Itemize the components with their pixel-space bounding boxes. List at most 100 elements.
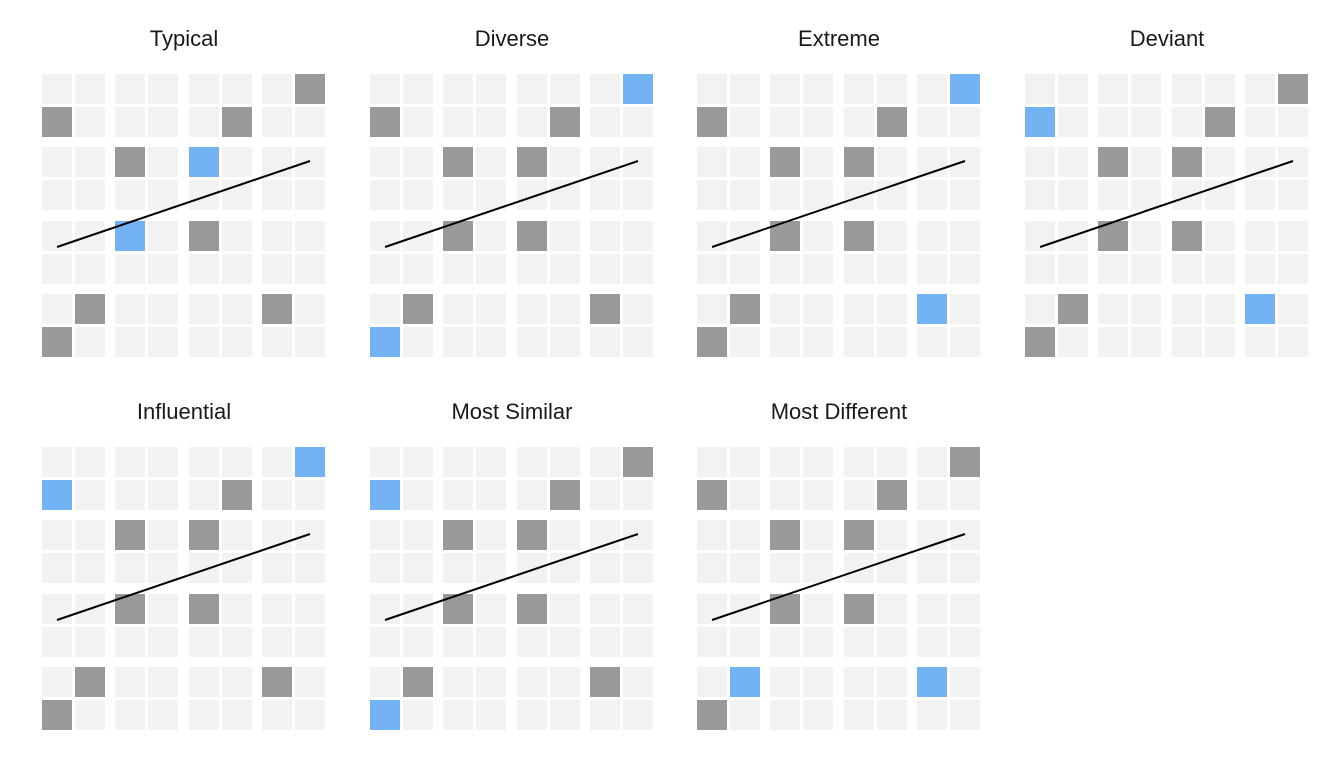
grid-cell [1172, 74, 1202, 104]
grid-cell [403, 74, 433, 104]
grid-cell [222, 594, 252, 624]
case-cell [1205, 107, 1235, 137]
grid-cell [42, 294, 72, 324]
grid-cell [730, 254, 760, 284]
panel-title: Most Similar [451, 399, 572, 424]
grid-cell [370, 254, 400, 284]
case-cell [42, 327, 72, 357]
grid-cell [877, 147, 907, 177]
grid-cell [590, 180, 620, 210]
case-cell [42, 700, 72, 730]
grid-cell [803, 107, 833, 137]
grid-cell [75, 553, 105, 583]
case-cell [697, 700, 727, 730]
grid-cell [844, 327, 874, 357]
grid-cell [877, 221, 907, 251]
grid-cell [803, 594, 833, 624]
grid-cell [42, 447, 72, 477]
grid-cell [1058, 327, 1088, 357]
grid-cell [590, 447, 620, 477]
grid-cell [476, 700, 506, 730]
grid-cell [295, 553, 325, 583]
case-cell [950, 447, 980, 477]
grid-cell [443, 254, 473, 284]
grid-cell [803, 700, 833, 730]
grid-cell [1172, 254, 1202, 284]
grid-cell [1098, 294, 1128, 324]
trend-line [56, 160, 311, 248]
grid-cell [730, 107, 760, 137]
grid-cell [877, 700, 907, 730]
grid-cell [730, 627, 760, 657]
grid-cell [697, 447, 727, 477]
highlighted-case-cell [370, 480, 400, 510]
case-cell [189, 221, 219, 251]
grid-cell [877, 627, 907, 657]
case-cell [844, 221, 874, 251]
highlighted-case-cell [623, 74, 653, 104]
grid-cell [403, 180, 433, 210]
case-cell [550, 107, 580, 137]
grid-cell [1098, 107, 1128, 137]
grid-cell [476, 221, 506, 251]
grid-cell [476, 447, 506, 477]
grid-cell [262, 447, 292, 477]
grid-cell [590, 74, 620, 104]
panel-title: Most Different [771, 399, 908, 424]
grid-cell [917, 594, 947, 624]
grid-cell [1172, 327, 1202, 357]
grid-cell [1025, 147, 1055, 177]
grid-cell [844, 447, 874, 477]
grid-cell [590, 627, 620, 657]
grid-cell [222, 627, 252, 657]
grid-cell [803, 627, 833, 657]
grid-cell [75, 520, 105, 550]
grid-cell [623, 327, 653, 357]
grid-cell [1245, 107, 1275, 137]
grid-cell [148, 294, 178, 324]
grid-cell [75, 700, 105, 730]
case-cell [403, 294, 433, 324]
grid-cell [770, 627, 800, 657]
trend-line [1039, 160, 1294, 248]
grid-cell [803, 447, 833, 477]
grid-cell [844, 480, 874, 510]
grid-cell [295, 594, 325, 624]
grid-cell [844, 74, 874, 104]
trend-line [384, 533, 639, 621]
grid-cell [148, 594, 178, 624]
grid-cell [148, 520, 178, 550]
panel-most-similar: Most Similar [370, 399, 653, 730]
highlighted-case-cell [1245, 294, 1275, 324]
grid-cell [189, 480, 219, 510]
grid-cell [115, 327, 145, 357]
grid-cell [550, 327, 580, 357]
panel-extreme: Extreme [697, 26, 980, 357]
panel-title: Extreme [798, 26, 880, 51]
grid-cell [917, 480, 947, 510]
grid-cell [262, 221, 292, 251]
panel-title: Deviant [1130, 26, 1205, 51]
grid-cell [476, 107, 506, 137]
grid-cell [1025, 294, 1055, 324]
case-cell [517, 221, 547, 251]
grid-cell [1025, 180, 1055, 210]
case-cell [1098, 147, 1128, 177]
grid-cell [295, 667, 325, 697]
grid-cell [295, 480, 325, 510]
grid-cell [1172, 180, 1202, 210]
grid-cell [730, 180, 760, 210]
grid-cell [1098, 327, 1128, 357]
grid-cell [877, 667, 907, 697]
case-cell [770, 147, 800, 177]
highlighted-case-cell [189, 147, 219, 177]
grid-cell [770, 553, 800, 583]
case-cell [844, 147, 874, 177]
grid-cell [295, 700, 325, 730]
grid-cell [877, 553, 907, 583]
grid-cell [770, 480, 800, 510]
grid-cell [370, 627, 400, 657]
grid-cell [189, 107, 219, 137]
grid-cell [75, 627, 105, 657]
grid-cell [75, 107, 105, 137]
